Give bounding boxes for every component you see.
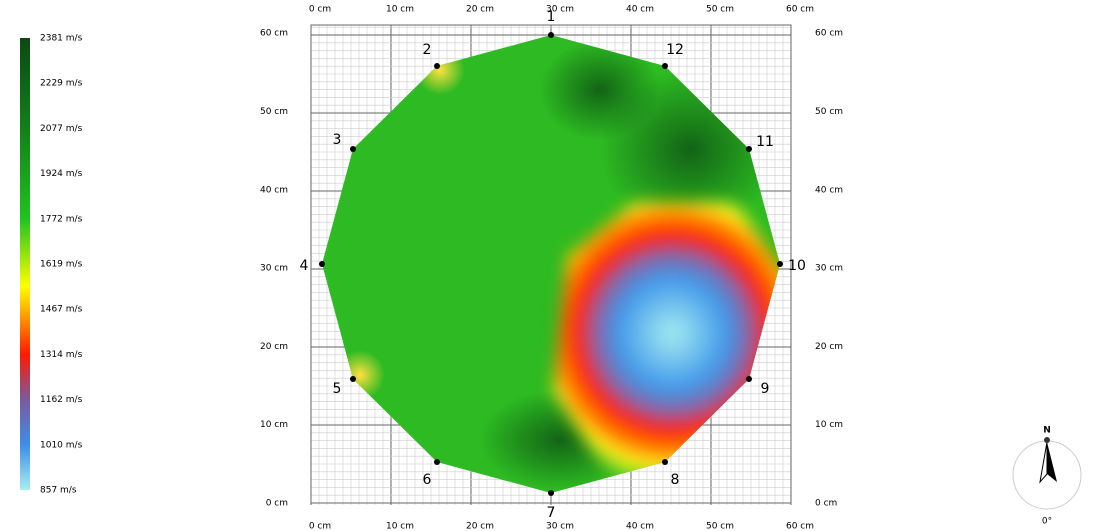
x-tick-label: 10 cm (386, 522, 414, 531)
scale-label: 2381 m/s (40, 34, 83, 44)
sensor-point (319, 261, 325, 267)
y-tick-label: 40 cm (260, 185, 288, 195)
sensor-label: 6 (423, 472, 432, 488)
scale-label: 2077 m/s (40, 124, 83, 134)
x-tick-label: 0 cm (309, 5, 331, 15)
y-tick-label: 60 cm (815, 29, 843, 39)
x-tick-label: 60 cm (786, 5, 814, 15)
sensor-label: 3 (333, 132, 342, 148)
sensor-point (746, 146, 752, 152)
scale-label: 1010 m/s (40, 440, 83, 450)
sensor-point (350, 376, 356, 382)
scale-label: 1467 m/s (40, 305, 83, 315)
scale-label: 1924 m/s (40, 169, 83, 179)
y-tick-label: 30 cm (260, 264, 288, 274)
scale-label: 857 m/s (40, 486, 77, 496)
y-tick-label: 50 cm (815, 107, 843, 117)
y-tick-label: 50 cm (260, 107, 288, 117)
sensor-point (350, 146, 356, 152)
x-tick-label: 20 cm (466, 5, 494, 15)
compass-angle: 0° (1042, 517, 1052, 527)
sensor-point (434, 63, 440, 69)
y-tick-label: 0 cm (266, 499, 288, 509)
sensor-label: 7 (547, 505, 556, 521)
x-tick-label: 60 cm (786, 522, 814, 531)
sensor-point (662, 459, 668, 465)
sensor-point (548, 32, 554, 38)
sensor-label: 1 (547, 9, 556, 25)
scale-label: 1772 m/s (40, 214, 83, 224)
compass-north: N (1043, 426, 1051, 436)
plot-frame (310, 24, 792, 504)
sensor-label: 12 (666, 42, 684, 58)
x-tick-label: 30 cm (546, 5, 574, 15)
sensor-label: 9 (761, 381, 770, 397)
x-tick-label: 10 cm (386, 5, 414, 15)
x-tick-label: 30 cm (546, 522, 574, 531)
sensor-label: 2 (423, 42, 432, 58)
y-tick-label: 20 cm (815, 342, 843, 352)
y-tick-label: 20 cm (260, 342, 288, 352)
color-scale (20, 38, 30, 490)
y-tick-label: 60 cm (260, 29, 288, 39)
sensor-point (777, 261, 783, 267)
scale-label: 1314 m/s (40, 350, 83, 360)
x-tick-label: 40 cm (626, 5, 654, 15)
scale-label: 1619 m/s (40, 260, 83, 270)
velocity-field (322, 35, 780, 493)
y-tick-label: 10 cm (815, 420, 843, 430)
sensor-point (548, 490, 554, 496)
sensor-label: 4 (300, 258, 309, 274)
sensor-label: 10 (788, 258, 806, 274)
x-tick-label: 0 cm (309, 522, 331, 531)
sensor-point (746, 376, 752, 382)
y-tick-label: 30 cm (815, 264, 843, 274)
x-tick-label: 40 cm (626, 522, 654, 531)
compass: N 0° (1012, 426, 1082, 527)
sensor-label: 11 (756, 134, 774, 150)
scale-label: 1162 m/s (40, 395, 83, 405)
x-tick-label: 50 cm (706, 522, 734, 531)
y-tick-label: 10 cm (260, 420, 288, 430)
scale-label: 2229 m/s (40, 79, 83, 89)
y-tick-label: 0 cm (815, 499, 837, 509)
sensor-point (662, 63, 668, 69)
x-tick-label: 20 cm (466, 522, 494, 531)
sensor-label: 5 (333, 381, 342, 397)
sensor-label: 8 (671, 472, 680, 488)
x-tick-label: 50 cm (706, 5, 734, 15)
y-tick-label: 40 cm (815, 185, 843, 195)
sensor-point (434, 459, 440, 465)
